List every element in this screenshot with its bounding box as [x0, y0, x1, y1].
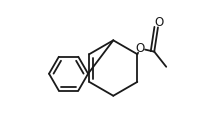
Text: O: O — [136, 42, 145, 55]
Text: O: O — [154, 16, 163, 29]
